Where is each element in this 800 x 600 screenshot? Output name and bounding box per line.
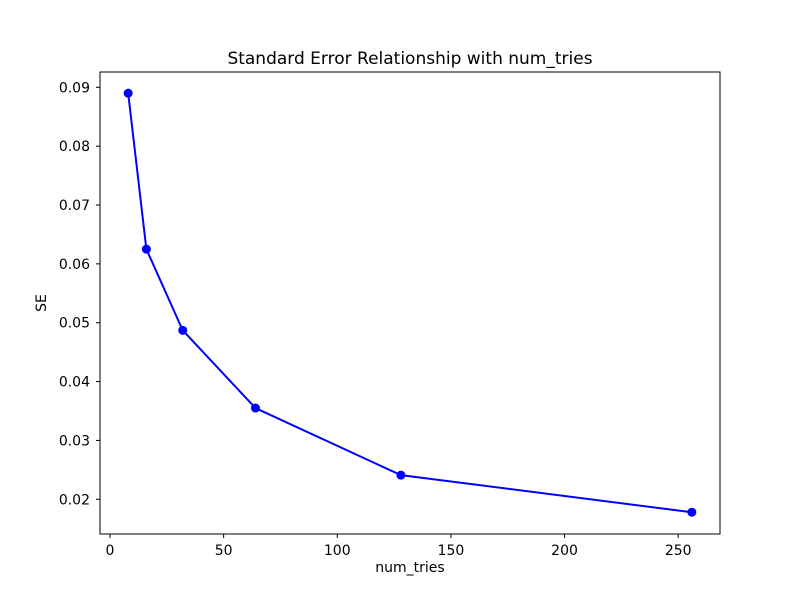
x-tick-label: 150 xyxy=(438,543,465,559)
data-point-marker xyxy=(141,244,151,254)
y-tick-label: 0.09 xyxy=(59,80,90,96)
se-line xyxy=(127,93,692,514)
data-point-marker xyxy=(687,507,697,517)
chart-title: Standard Error Relationship with num_tri… xyxy=(227,49,592,69)
y-tick-label: 0.04 xyxy=(59,375,90,391)
x-tick-label: 0 xyxy=(106,543,115,559)
y-tick-label: 0.08 xyxy=(59,139,90,155)
plot-area: 0 50 100 150 200 250 0.02 0.03 0.04 0.05 0.06 0.07 0… xyxy=(59,71,721,559)
y-tick-label: 0.02 xyxy=(59,492,90,508)
axes-frame xyxy=(99,71,721,535)
y-tick-label: 0.06 xyxy=(59,257,90,273)
data-point-marker xyxy=(396,470,406,480)
x-tick-label: 100 xyxy=(324,543,351,559)
data-point-marker xyxy=(123,88,133,98)
y-tick-label: 0.03 xyxy=(59,433,90,449)
data-point-marker xyxy=(250,403,260,413)
data-point-marker xyxy=(178,325,188,335)
x-axis-label: num_tries xyxy=(375,560,444,576)
y-tick-label: 0.07 xyxy=(59,198,90,214)
y-tick-label: 0.05 xyxy=(59,316,90,332)
x-tick-label: 50 xyxy=(215,543,233,559)
x-tick-label: 250 xyxy=(665,543,692,559)
x-tick-label: 200 xyxy=(551,543,578,559)
y-axis-label: SE xyxy=(34,294,50,312)
